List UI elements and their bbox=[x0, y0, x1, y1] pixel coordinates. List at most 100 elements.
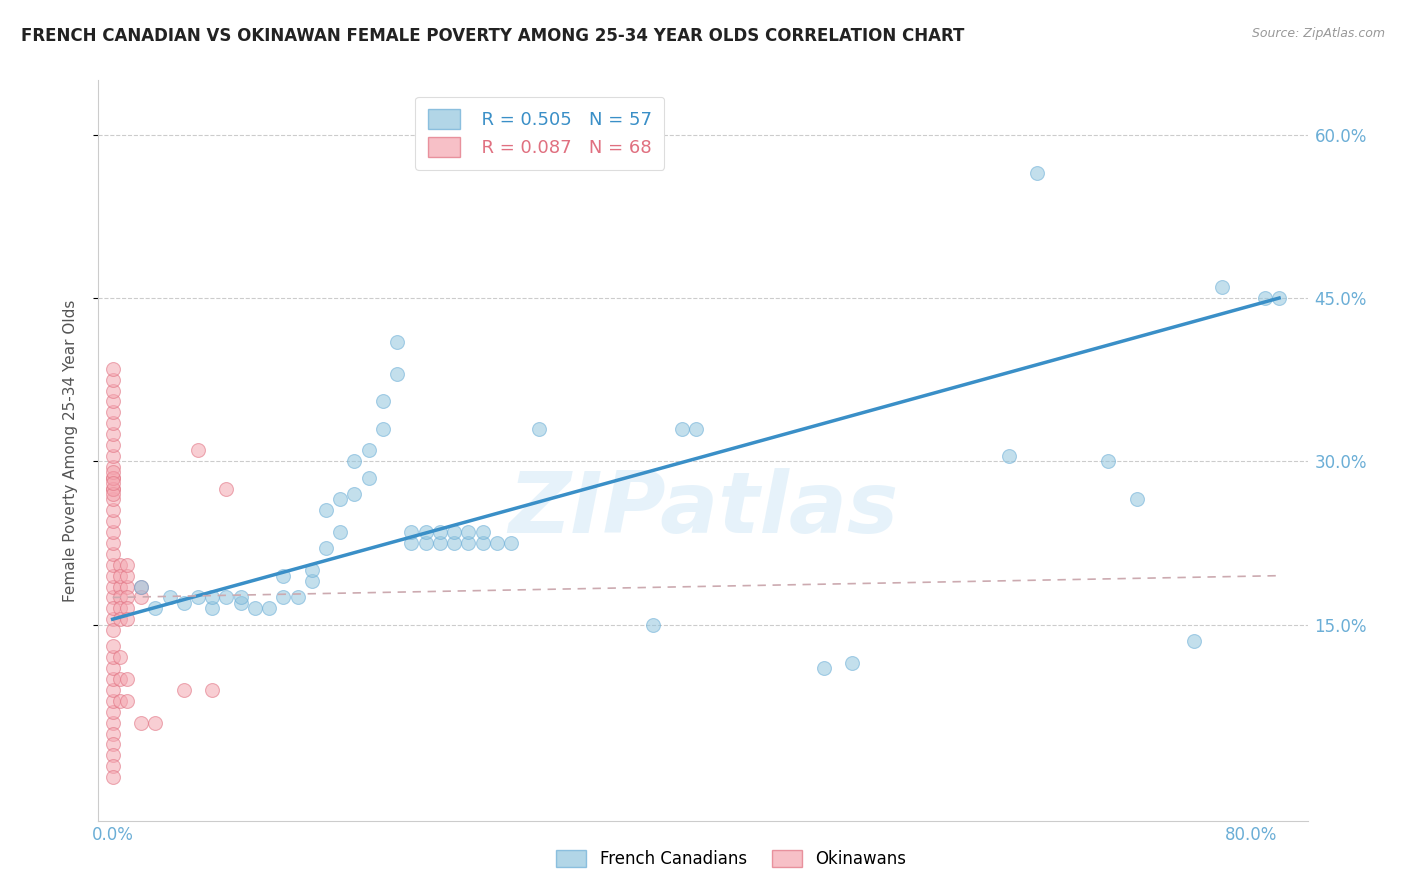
Point bbox=[101, 361, 124, 376]
Point bbox=[401, 525, 423, 540]
Text: Source: ZipAtlas.com: Source: ZipAtlas.com bbox=[1251, 27, 1385, 40]
Point bbox=[329, 492, 352, 507]
Point bbox=[201, 683, 224, 698]
Legend: French Canadians, Okinawans: French Canadians, Okinawans bbox=[550, 843, 912, 875]
Point bbox=[129, 715, 152, 730]
Point bbox=[457, 536, 479, 550]
Point bbox=[401, 536, 423, 550]
Point bbox=[329, 525, 352, 540]
Point bbox=[108, 558, 131, 572]
Point bbox=[315, 503, 337, 517]
Point bbox=[101, 601, 124, 615]
Point bbox=[115, 601, 138, 615]
Point bbox=[457, 525, 479, 540]
Point bbox=[101, 471, 124, 485]
Point bbox=[101, 591, 124, 605]
Point bbox=[813, 661, 835, 675]
Point bbox=[101, 770, 124, 784]
Point bbox=[1182, 634, 1205, 648]
Point bbox=[429, 536, 451, 550]
Point bbox=[101, 558, 124, 572]
Point bbox=[101, 373, 124, 387]
Point bbox=[215, 482, 238, 496]
Point bbox=[115, 591, 138, 605]
Point bbox=[1097, 454, 1119, 468]
Point bbox=[101, 525, 124, 540]
Point bbox=[101, 661, 124, 675]
Point bbox=[101, 547, 124, 561]
Point bbox=[998, 449, 1021, 463]
Legend:   R = 0.505   N = 57,   R = 0.087   N = 68: R = 0.505 N = 57, R = 0.087 N = 68 bbox=[415, 96, 664, 169]
Point bbox=[229, 596, 252, 610]
Point bbox=[215, 591, 238, 605]
Point bbox=[101, 492, 124, 507]
Point bbox=[101, 394, 124, 409]
Point bbox=[357, 443, 380, 458]
Point bbox=[301, 563, 323, 577]
Point bbox=[101, 449, 124, 463]
Point bbox=[101, 438, 124, 452]
Point bbox=[108, 591, 131, 605]
Point bbox=[101, 580, 124, 594]
Point bbox=[671, 422, 693, 436]
Point bbox=[108, 601, 131, 615]
Point bbox=[101, 672, 124, 686]
Point bbox=[471, 525, 494, 540]
Point bbox=[101, 726, 124, 740]
Y-axis label: Female Poverty Among 25-34 Year Olds: Female Poverty Among 25-34 Year Olds bbox=[63, 300, 77, 601]
Point bbox=[173, 596, 195, 610]
Point bbox=[415, 536, 437, 550]
Point bbox=[273, 591, 295, 605]
Point bbox=[443, 525, 465, 540]
Point bbox=[201, 591, 224, 605]
Point bbox=[108, 672, 131, 686]
Point bbox=[273, 568, 295, 582]
Point bbox=[129, 580, 152, 594]
Point bbox=[201, 601, 224, 615]
Point bbox=[159, 591, 181, 605]
Point bbox=[101, 487, 124, 501]
Point bbox=[101, 465, 124, 479]
Point bbox=[101, 715, 124, 730]
Point bbox=[129, 591, 152, 605]
Point bbox=[471, 536, 494, 550]
Point bbox=[1268, 291, 1291, 305]
Point bbox=[143, 715, 166, 730]
Point bbox=[115, 612, 138, 626]
Point bbox=[529, 422, 551, 436]
Point bbox=[101, 694, 124, 708]
Text: ZIPatlas: ZIPatlas bbox=[508, 468, 898, 551]
Point bbox=[101, 623, 124, 637]
Point bbox=[685, 422, 707, 436]
Point bbox=[101, 738, 124, 752]
Point bbox=[101, 482, 124, 496]
Point bbox=[343, 454, 366, 468]
Point bbox=[101, 482, 124, 496]
Point bbox=[257, 601, 280, 615]
Point bbox=[343, 487, 366, 501]
Point bbox=[101, 536, 124, 550]
Point bbox=[101, 471, 124, 485]
Point bbox=[485, 536, 508, 550]
Point bbox=[108, 612, 131, 626]
Point bbox=[115, 558, 138, 572]
Point bbox=[101, 405, 124, 419]
Point bbox=[129, 580, 152, 594]
Point bbox=[101, 748, 124, 763]
Point bbox=[115, 694, 138, 708]
Point bbox=[429, 525, 451, 540]
Point bbox=[101, 568, 124, 582]
Point bbox=[187, 591, 209, 605]
Text: FRENCH CANADIAN VS OKINAWAN FEMALE POVERTY AMONG 25-34 YEAR OLDS CORRELATION CHA: FRENCH CANADIAN VS OKINAWAN FEMALE POVER… bbox=[21, 27, 965, 45]
Point bbox=[1211, 280, 1233, 294]
Point bbox=[115, 580, 138, 594]
Point bbox=[108, 580, 131, 594]
Point bbox=[385, 334, 408, 349]
Point bbox=[101, 476, 124, 491]
Point bbox=[443, 536, 465, 550]
Point bbox=[357, 471, 380, 485]
Point bbox=[108, 650, 131, 665]
Point bbox=[385, 368, 408, 382]
Point bbox=[173, 683, 195, 698]
Point bbox=[101, 683, 124, 698]
